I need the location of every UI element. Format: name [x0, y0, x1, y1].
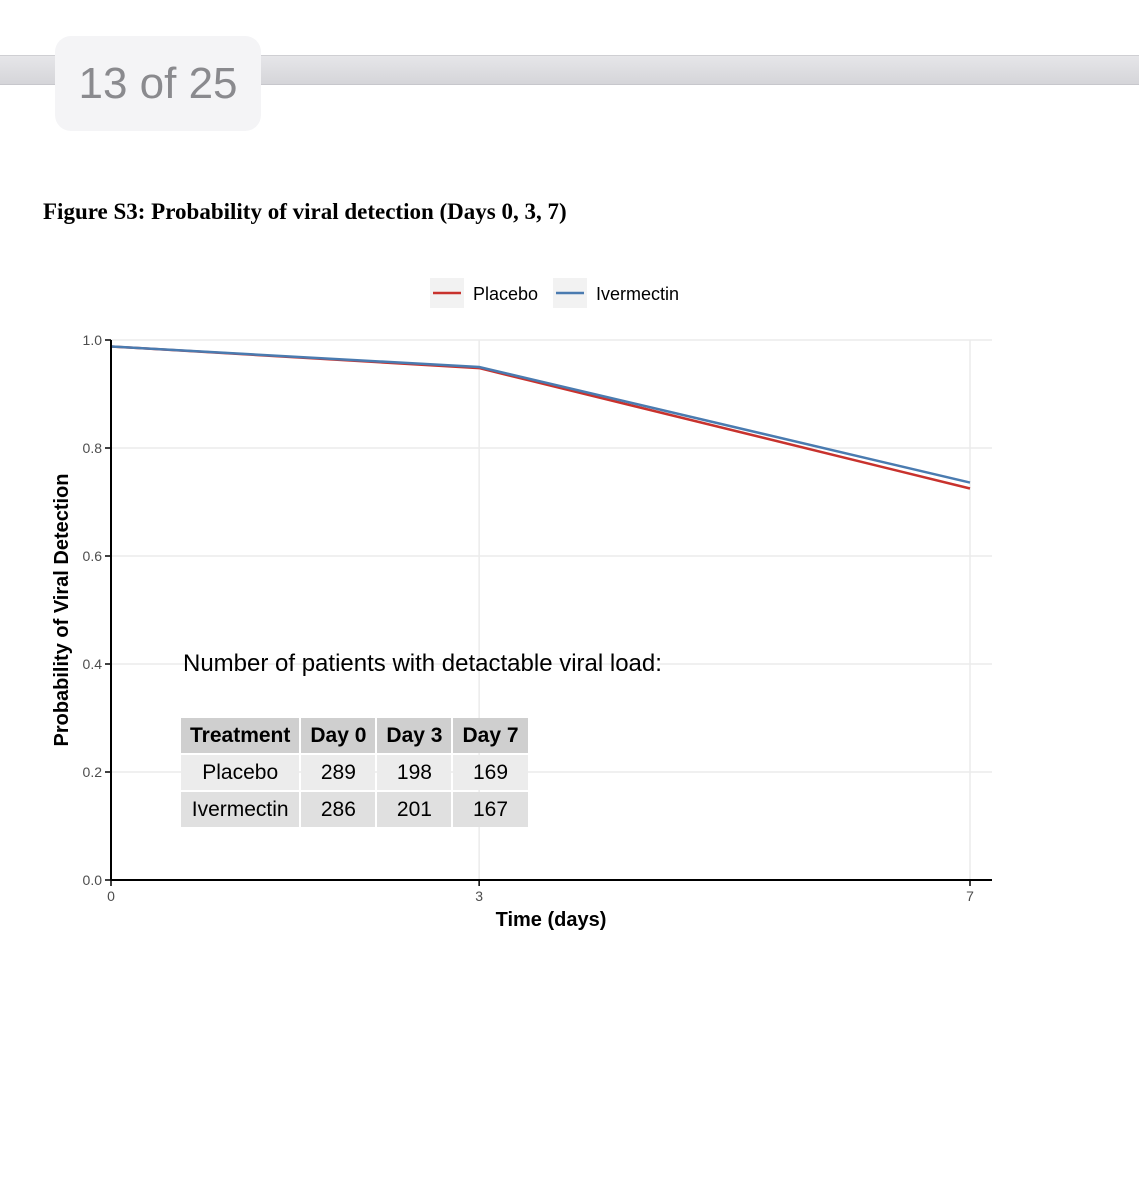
x-tick-label: 3 [475, 888, 483, 904]
table-cell: Placebo [181, 755, 300, 790]
legend-label-placebo: Placebo [473, 284, 538, 304]
x-tick-label: 7 [966, 888, 974, 904]
series-line-placebo [110, 345, 971, 490]
y-tick-label: 0.6 [83, 548, 103, 564]
table-cell: Ivermectin [181, 792, 300, 827]
table-cell: 167 [453, 792, 528, 827]
table-row: Placebo 289 198 169 [181, 755, 528, 790]
table-cell: 198 [377, 755, 452, 790]
y-tick-label: 0.0 [83, 872, 103, 888]
col-header-day0: Day 0 [301, 718, 376, 753]
y-axis-label: Probability of Viral Detection [51, 473, 73, 746]
table-header-row: Treatment Day 0 Day 3 Day 7 [181, 718, 528, 753]
table-cell: 289 [301, 755, 376, 790]
y-ticks: 0.0 0.2 0.4 0.6 0.8 1.0 [83, 332, 111, 888]
table-cell: 201 [377, 792, 452, 827]
col-header-day7: Day 7 [453, 718, 528, 753]
series-line-ivermectin [110, 345, 971, 484]
table-row: Ivermectin 286 201 167 [181, 792, 528, 827]
figure-caption: Figure S3: Probability of viral detectio… [43, 199, 567, 224]
y-tick-label: 0.4 [83, 656, 103, 672]
table-cell: 286 [301, 792, 376, 827]
chart-legend: Placebo Ivermectin [430, 278, 679, 308]
chart-series [110, 345, 971, 490]
x-axis-label: Time (days) [496, 909, 607, 931]
x-ticks: 0 3 7 [107, 880, 974, 904]
x-tick-label: 0 [107, 888, 115, 904]
table-title: Number of patients with detactable viral… [183, 650, 662, 677]
y-tick-label: 0.8 [83, 440, 103, 456]
y-tick-label: 0.2 [83, 764, 103, 780]
chart-axes [110, 340, 992, 881]
table-cell: 169 [453, 755, 528, 790]
col-header-day3: Day 3 [377, 718, 452, 753]
patient-count-table: Treatment Day 0 Day 3 Day 7 Placebo 289 … [179, 716, 530, 829]
col-header-treatment: Treatment [181, 718, 300, 753]
page-indicator: 13 of 25 [55, 36, 261, 131]
legend-label-ivermectin: Ivermectin [596, 284, 679, 304]
y-tick-label: 1.0 [83, 332, 103, 348]
